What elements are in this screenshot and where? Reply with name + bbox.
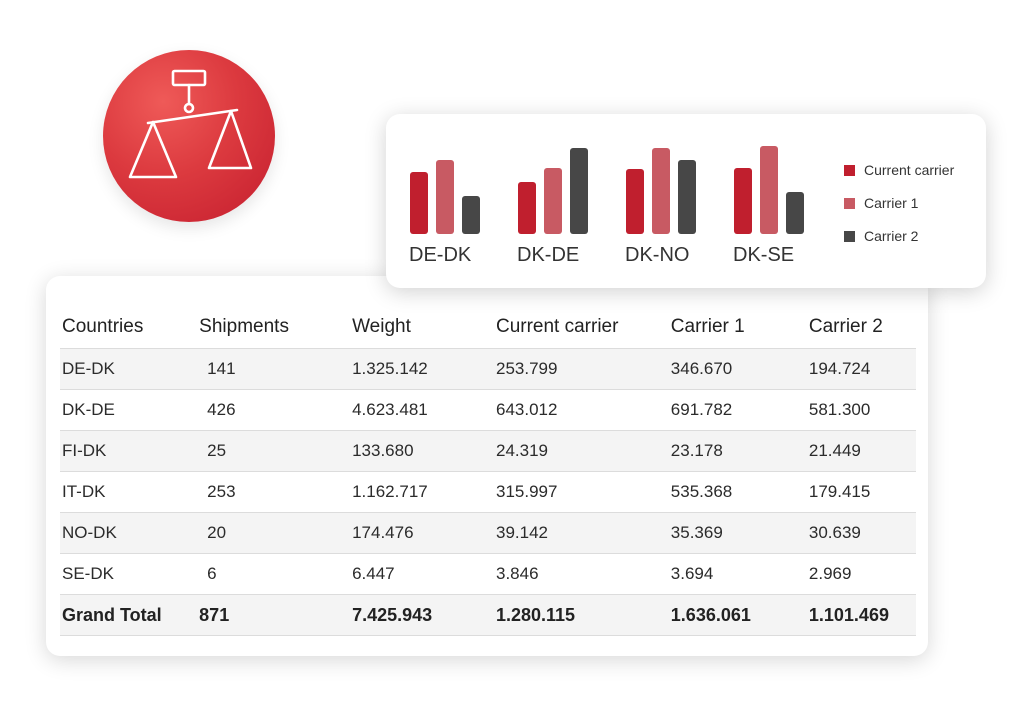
bar-dk-de-series-2: [570, 148, 588, 234]
header-current-carrier: Current carrier: [495, 316, 619, 337]
header-weight: Weight: [352, 316, 411, 337]
cell-weight: 6.447: [350, 553, 494, 595]
legend-label-2: Carrier 2: [864, 228, 919, 244]
cell-carrier-1: 35.369: [668, 512, 807, 554]
bar-dk-de-series-1: [544, 168, 562, 234]
cell-country: NO-DK: [60, 512, 198, 554]
total-current-carrier: 1.280.115: [493, 594, 669, 636]
total-weight: 7.425.943: [350, 594, 494, 636]
cell-carrier-2: 179.415: [806, 471, 916, 513]
table-row: DE-DK 141 1.325.142 253.799 346.670 194.…: [60, 348, 916, 390]
cell-carrier-1: 535.368: [668, 471, 807, 513]
cell-country: IT-DK: [60, 471, 198, 513]
header-countries: Countries: [62, 316, 144, 337]
carrier-comparison-chart-card: DE-DK DK-DE DK-NO DK-SE Current carrier Carri…: [386, 114, 986, 288]
cell-country: DK-DE: [60, 389, 198, 431]
carrier-bar-chart: DE-DK DK-DE DK-NO DK-SE Current carrier Carri…: [409, 146, 955, 266]
cell-weight: 133.680: [350, 430, 494, 472]
cell-weight: 1.162.717: [350, 471, 494, 513]
shipments-table-card: Countries Shipments Weight Current carri…: [46, 276, 928, 656]
legend-swatch-0: [844, 165, 855, 176]
total-shipments: 871: [197, 594, 351, 636]
bar-dk-se-series-1: [760, 146, 778, 234]
cell-carrier-2: 2.969: [806, 553, 916, 595]
cell-weight: 174.476: [350, 512, 494, 554]
bar-dk-se-series-2: [786, 192, 804, 234]
cell-current-carrier: 253.799: [493, 348, 669, 390]
cell-shipments: 6: [197, 553, 351, 595]
bar-de-dk-series-2: [462, 196, 480, 234]
cell-carrier-1: 23.178: [668, 430, 807, 472]
table-row: DK-DE 426 4.623.481 643.012 691.782 581.…: [60, 389, 916, 431]
category-label-de-dk: DE-DK: [409, 244, 472, 266]
balance-scale-icon: [128, 69, 253, 179]
legend-swatch-2: [844, 231, 855, 242]
cell-carrier-2: 581.300: [806, 389, 916, 431]
category-label-dk-se: DK-SE: [733, 244, 794, 266]
bar-dk-no-series-1: [652, 148, 670, 234]
cell-current-carrier: 643.012: [493, 389, 669, 431]
table-header-row: Countries Shipments Weight Current carri…: [60, 306, 916, 349]
cell-current-carrier: 39.142: [493, 512, 669, 554]
grand-total-row: Grand Total 871 7.425.943 1.280.115 1.63…: [60, 594, 916, 636]
cell-carrier-1: 691.782: [668, 389, 807, 431]
total-carrier-1: 1.636.061: [668, 594, 807, 636]
total-carrier-2: 1.101.469: [806, 594, 916, 636]
cell-weight: 1.325.142: [350, 348, 494, 390]
cell-carrier-1: 346.670: [668, 348, 807, 390]
cell-carrier-2: 194.724: [806, 348, 916, 390]
header-shipments: Shipments: [199, 316, 289, 337]
cell-shipments: 141: [197, 348, 351, 390]
cell-shipments: 426: [197, 389, 351, 431]
cell-country: FI-DK: [60, 430, 198, 472]
cell-shipments: 253: [197, 471, 351, 513]
cell-shipments: 20: [197, 512, 351, 554]
cell-country: SE-DK: [60, 553, 198, 595]
category-label-dk-no: DK-NO: [625, 244, 689, 266]
header-carrier-2: Carrier 2: [808, 316, 883, 337]
table-row: IT-DK 253 1.162.717 315.997 535.368 179.…: [60, 471, 916, 513]
cell-current-carrier: 24.319: [493, 430, 669, 472]
cell-carrier-2: 21.449: [806, 430, 916, 472]
total-label: Grand Total: [60, 594, 198, 636]
legend-label-0: Current carrier: [864, 162, 955, 178]
bar-de-dk-series-1: [436, 160, 454, 234]
category-label-dk-de: DK-DE: [517, 244, 579, 266]
legend-label-1: Carrier 1: [864, 195, 919, 211]
cell-carrier-2: 30.639: [806, 512, 916, 554]
cell-carrier-1: 3.694: [668, 553, 807, 595]
bar-dk-no-series-2: [678, 160, 696, 234]
bar-dk-se-series-0: [734, 168, 752, 234]
cell-current-carrier: 315.997: [493, 471, 669, 513]
table-row: SE-DK 6 6.447 3.846 3.694 2.969: [60, 553, 916, 595]
cell-current-carrier: 3.846: [493, 553, 669, 595]
shipments-table: Countries Shipments Weight Current carri…: [60, 306, 916, 636]
table-row: FI-DK 25 133.680 24.319 23.178 21.449: [60, 430, 916, 472]
table-row: NO-DK 20 174.476 39.142 35.369 30.639: [60, 512, 916, 554]
scale-badge: [103, 50, 275, 222]
cell-shipments: 25: [197, 430, 351, 472]
bar-dk-no-series-0: [626, 169, 644, 234]
bar-dk-de-series-0: [518, 182, 536, 234]
legend-swatch-1: [844, 198, 855, 209]
bar-de-dk-series-0: [410, 172, 428, 234]
cell-country: DE-DK: [60, 348, 198, 390]
header-carrier-1: Carrier 1: [670, 316, 745, 337]
cell-weight: 4.623.481: [350, 389, 494, 431]
